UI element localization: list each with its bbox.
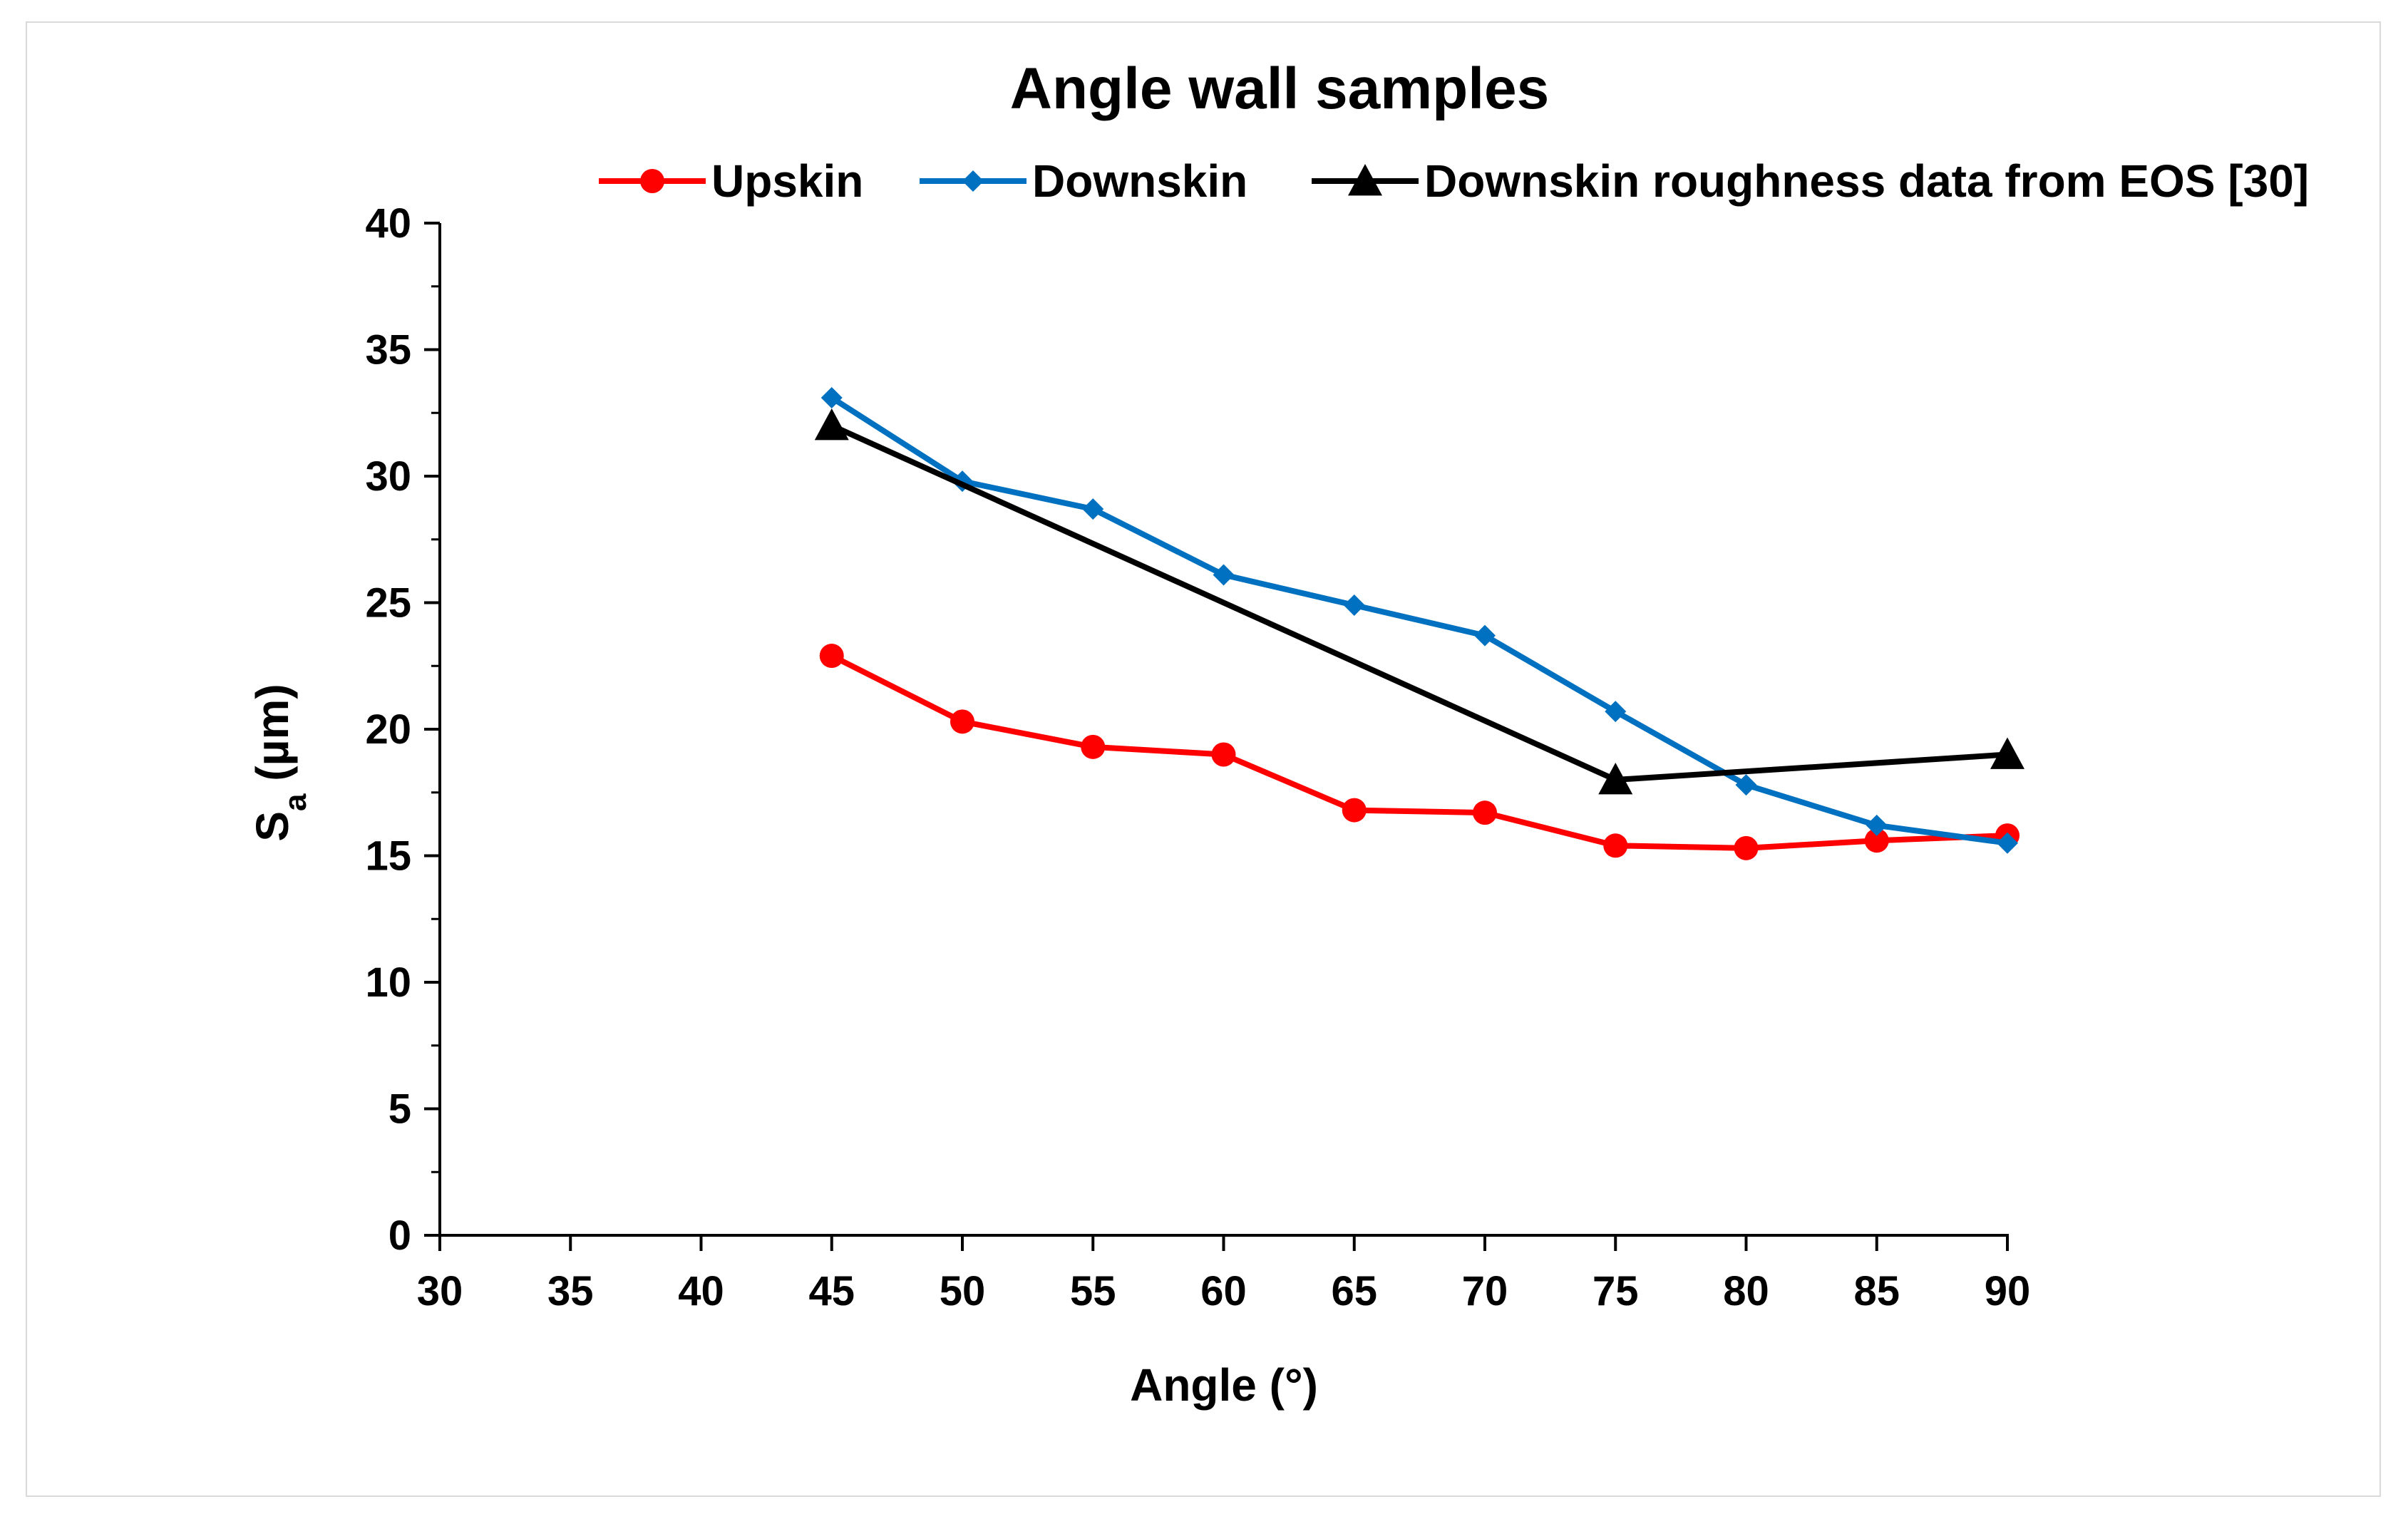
legend-label: Upskin	[711, 155, 863, 207]
legend-label: Downskin	[1032, 155, 1247, 207]
data-point	[1211, 742, 1236, 767]
y-tick-label: 20	[365, 706, 411, 753]
x-tick-label: 35	[547, 1268, 594, 1314]
series-line	[830, 395, 2008, 846]
x-tick-label: 60	[1200, 1268, 1247, 1314]
data-point	[1598, 763, 1633, 795]
y-axis-title: Sa (µm)	[247, 684, 313, 841]
y-tick-label: 0	[389, 1212, 411, 1259]
legend-marker	[640, 169, 664, 193]
data-point	[814, 408, 849, 441]
x-tick-label: 85	[1853, 1268, 1900, 1314]
series-line	[830, 653, 2008, 851]
plot-area	[814, 386, 2024, 860]
legend-item: Upskin	[599, 155, 863, 207]
data-point	[1990, 737, 2024, 769]
data-point	[950, 709, 974, 734]
y-tick-label: 40	[365, 200, 411, 247]
legend-marker	[962, 170, 984, 192]
x-axis-title: Angle (°)	[1130, 1359, 1318, 1411]
x-tick-label: 55	[1070, 1268, 1116, 1314]
y-tick-label: 5	[389, 1086, 411, 1133]
series-1	[819, 644, 2019, 860]
y-tick-label: 10	[365, 959, 411, 1006]
x-tick-label: 70	[1462, 1268, 1508, 1314]
x-ticks: 30 35 40 45 50 55 60 65 70 75 80 85 90	[417, 1235, 2031, 1314]
data-point	[1473, 800, 1497, 825]
x-tick-label: 75	[1593, 1268, 1639, 1314]
data-point	[1734, 835, 1759, 860]
chart-title: Angle wall samples	[1010, 56, 1550, 121]
data-point	[1997, 832, 2018, 854]
x-tick-label: 50	[940, 1268, 986, 1314]
data-point	[1864, 828, 1889, 853]
data-point	[1603, 833, 1628, 858]
x-tick-label: 30	[417, 1268, 463, 1314]
data-point	[819, 644, 844, 669]
y-tick-label: 15	[365, 833, 411, 880]
axes	[438, 223, 2009, 1237]
y-tick-label: 30	[365, 453, 411, 500]
y-tick-label: 35	[365, 327, 411, 374]
x-tick-label: 90	[1985, 1268, 2031, 1314]
x-tick-label: 40	[678, 1268, 724, 1314]
data-point	[1343, 594, 1365, 617]
legend-marker	[1348, 164, 1382, 196]
data-point	[1081, 734, 1106, 759]
data-point	[1474, 624, 1496, 647]
data-point	[1735, 774, 1757, 796]
data-point	[1866, 814, 1888, 836]
y-tick-label: 25	[365, 580, 411, 627]
chart-frame	[26, 21, 2381, 1497]
data-point	[820, 386, 843, 408]
legend-item: Downskin	[920, 155, 1247, 207]
y-axis-title-unit: (µm)	[247, 684, 298, 793]
data-point	[1082, 498, 1104, 520]
x-tick-label: 45	[808, 1268, 855, 1314]
data-point	[1213, 564, 1235, 586]
legend-label: Downskin roughness data from EOS [30]	[1424, 155, 2309, 207]
data-point	[1342, 798, 1367, 823]
y-axis-title-subscript: a	[278, 793, 313, 811]
legend: Upskin Downskin Downskin roughness data fr…	[599, 155, 2309, 207]
x-tick-label: 80	[1723, 1268, 1769, 1314]
series-3	[814, 408, 2024, 795]
y-ticks: 0 5 10 15 20 25 30 35 40	[365, 200, 440, 1259]
series-line	[830, 423, 2008, 783]
legend-item: Downskin roughness data from EOS [30]	[1312, 155, 2309, 207]
data-point	[1605, 701, 1627, 723]
y-axis-title-main: S	[247, 811, 298, 842]
series-2	[820, 386, 2018, 854]
x-tick-label: 65	[1331, 1268, 1377, 1314]
